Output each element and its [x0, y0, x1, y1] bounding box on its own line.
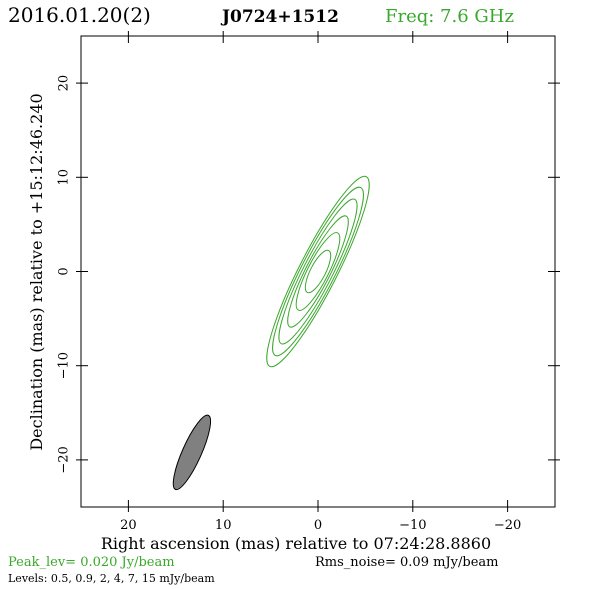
rms-noise: Rms_noise= 0.09 mJy/beam: [315, 555, 498, 570]
y-tick-labels: 20 10 0 −10 −20: [57, 75, 72, 474]
y-tick-label: 0: [57, 267, 72, 275]
contour-group: [266, 175, 370, 368]
plot-frame: [80, 35, 556, 508]
beam-group: [172, 414, 212, 491]
contour-level-15: [304, 249, 332, 294]
restoring-beam: [172, 414, 212, 491]
contour-level-4: [287, 215, 349, 328]
contour-level-0-5: [266, 175, 370, 368]
contour-level-7: [295, 232, 341, 311]
source-name: J0724+1512: [220, 7, 339, 27]
x-tick-label: 0: [314, 518, 322, 533]
x-tick-labels: 20 10 0 −10 −20: [120, 518, 521, 533]
frequency-label: Freq: 7.6 GHz: [385, 6, 514, 27]
peak-level: Peak_lev= 0.020 Jy/beam: [8, 555, 175, 570]
contour-level-2: [278, 198, 358, 345]
y-tick-label: −20: [57, 446, 72, 473]
x-tick-label: −20: [494, 518, 521, 533]
observation-date: 2016.01.20(2): [8, 3, 151, 27]
axis-ticks: [76, 31, 560, 512]
x-axis-label: Right ascension (mas) relative to 07:24:…: [101, 534, 491, 553]
y-axis-label: Declination (mas) relative to +15:12:46.…: [27, 93, 46, 450]
x-tick-label: −10: [399, 518, 426, 533]
y-tick-label: 20: [57, 75, 72, 92]
y-tick-label: −10: [57, 352, 72, 379]
x-tick-label: 10: [215, 518, 232, 533]
y-tick-label: 10: [57, 169, 72, 186]
contour-level-0-9: [272, 186, 364, 357]
contour-levels: Levels: 0.5, 0.9, 2, 4, 7, 15 mJy/beam: [8, 572, 215, 585]
x-tick-label: 20: [120, 518, 137, 533]
